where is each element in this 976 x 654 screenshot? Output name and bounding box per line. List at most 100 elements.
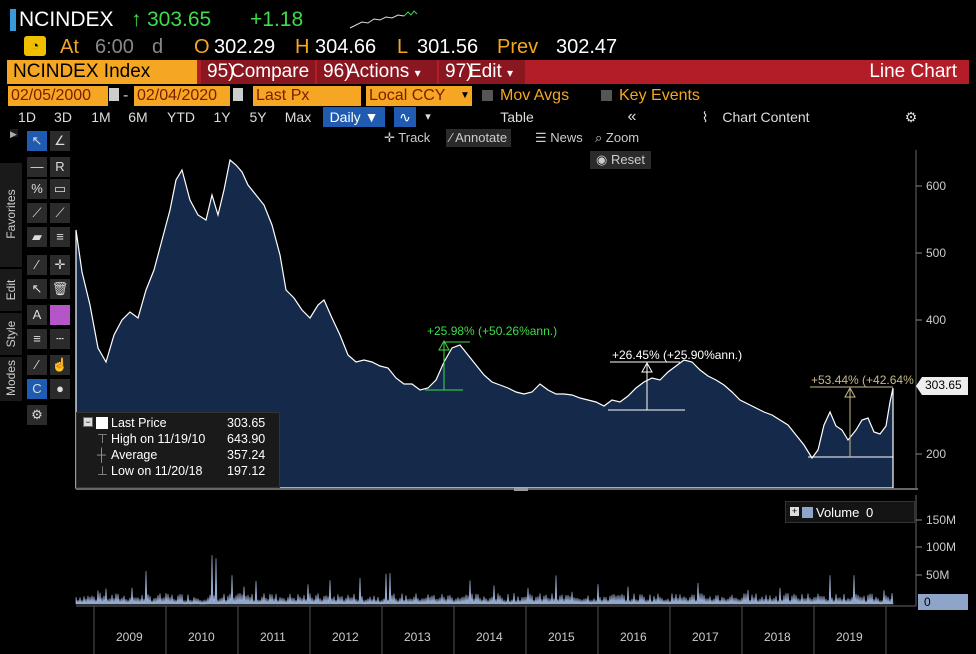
last-price: 303.65 [147,8,212,31]
volume-tick-label: 150M [926,513,956,527]
pane-divider[interactable] [76,488,918,490]
field-select[interactable]: Last Px [253,86,361,106]
year-label: 2011 [260,630,286,644]
edit-button[interactable]: 97)Edit ▾ [439,60,525,84]
collapse-icon[interactable]: − [83,417,93,427]
line-style-icon[interactable]: ┄ [50,329,70,349]
volume-value: 0 [866,505,874,520]
settings-bar: 02/05/2000 - 02/04/2020 Last Px Local CC… [0,85,976,107]
trendline-icon[interactable]: ⟋ [27,203,47,223]
channel-icon[interactable]: ⟋ [50,203,70,223]
year-dividers [93,606,887,654]
range-6m[interactable]: 6M [128,109,148,125]
move-icon[interactable]: ✛ [50,255,70,275]
legend-last-value: 303.65 [227,416,266,430]
calendar-icon[interactable] [233,88,243,101]
volume-tick-label: 100M [926,540,956,554]
frequency: d [152,36,164,58]
tab-favorites[interactable]: Favorites [0,163,22,267]
color-swatch[interactable] [50,305,70,325]
low-marker-icon: ⊥ [97,464,108,478]
start-date-input[interactable]: 02/05/2000 [8,86,108,106]
divider-handle[interactable] [514,488,528,491]
range-1m[interactable]: 1M [91,109,111,125]
legend-high-label: High on 11/19/10 [111,432,206,446]
horizontal-line-icon[interactable]: — [27,157,47,177]
gear-icon[interactable]: ⚙ [27,405,47,425]
percent-icon[interactable]: % [27,179,47,199]
pointer-icon[interactable]: ↖ [27,131,47,151]
compare-button[interactable]: 95)Compare [201,60,315,84]
prev-label: Prev [497,36,539,58]
date-dash: - [123,87,129,104]
magnet-icon[interactable]: ⁄ [27,355,47,375]
range-5y[interactable]: 5Y [249,109,267,125]
tab-edit[interactable]: Edit [0,269,22,311]
year-label: 2012 [332,630,359,644]
text-r-icon[interactable]: R [50,157,70,177]
legend-last-label: Last Price [111,416,167,430]
fib-icon[interactable]: ≡ [50,227,70,247]
crosshair-icon: ✛ [384,130,399,145]
hand-icon[interactable]: ☝ [50,355,70,375]
tab-modes[interactable]: Modes [0,357,22,401]
period-select[interactable]: Daily ▼ [323,107,385,127]
calendar-icon[interactable] [109,88,119,101]
actions-button[interactable]: 96)Actions ▾ [317,60,437,84]
series-swatch [96,417,108,429]
annotate-button[interactable]: ⁄ Annotate [446,129,512,147]
actions-num: 96) [323,61,351,82]
range-max[interactable]: Max [284,109,312,125]
news-button[interactable]: ☰ News [535,129,583,147]
select-icon[interactable]: ↖ [27,279,47,299]
range-1y[interactable]: 1Y [213,109,231,125]
annotation-3-label[interactable]: +53.44% (+42.64% [811,373,914,387]
track-button[interactable]: ✛ Track [384,129,430,147]
range-1d[interactable]: 1D [18,109,36,125]
rectangle-icon[interactable]: ▭ [50,179,70,199]
volume-ticks: 150M 100M 50M [916,513,956,582]
prev-value: 302.47 [556,36,618,58]
pen-icon[interactable]: ∠ [50,131,70,151]
cycle-icon[interactable]: C [27,379,47,399]
fill-icon[interactable]: ▰ [27,227,47,247]
price-tick-label: 600 [926,179,946,193]
key-events-label: Key Events [619,87,700,104]
expand-icon[interactable]: + [790,506,799,516]
volume-swatch [802,507,813,518]
range-ytd[interactable]: YTD [167,109,195,125]
annotation-1-label[interactable]: +25.98% (+50.26%ann.) [427,324,558,338]
palette-icon[interactable]: ● [50,379,70,399]
zoom-label: Zoom [605,130,640,145]
legend-avg-label: Average [111,448,158,462]
range-bar: 1D 3D 1M 6M YTD 1Y 5Y Max Daily ▼ ∿ ▾ Ta… [0,107,976,127]
line-weight-icon[interactable]: ≡ [27,329,47,349]
reset-button[interactable]: ◉ Reset [590,151,651,169]
mov-avgs-checkbox[interactable] [482,90,493,101]
chart-content-button[interactable]: Chart Content [722,109,810,125]
security-field[interactable]: NCINDEX Index [7,60,197,84]
tab-style[interactable]: Style [0,313,22,355]
trash-icon[interactable]: 🗑 [50,279,70,299]
end-date-input[interactable]: 02/04/2020 [134,86,230,106]
year-label: 2009 [116,630,143,644]
chevron-down-icon[interactable]: ▼ [458,86,472,106]
pencil-icon: ⁄ [450,130,456,145]
zoom-button[interactable]: ⌕ Zoom [595,129,639,147]
table-button[interactable]: Table [500,109,534,125]
gear-icon[interactable]: ⚙ [904,109,918,125]
volume-label: Volume [816,505,860,520]
line-chart-icon[interactable]: ∿ [394,107,416,127]
open-label: O [194,36,210,58]
chevron-down-icon[interactable]: ▾ [425,111,431,123]
range-3d[interactable]: 3D [54,109,72,125]
gauge-icon[interactable]: ◔ [24,36,46,56]
news-icon: ☰ [535,130,551,145]
annotation-2-label[interactable]: +26.45% (+25.90%ann.) [612,348,743,362]
menu-arrow-icon[interactable]: ▶ [10,129,18,139]
font-icon[interactable]: A [27,305,47,325]
currency-select[interactable]: Local CCY [366,86,458,106]
brush-icon[interactable]: ⁄ [27,255,47,275]
collapse-icon[interactable]: « [627,108,637,125]
key-events-checkbox[interactable] [601,90,612,101]
